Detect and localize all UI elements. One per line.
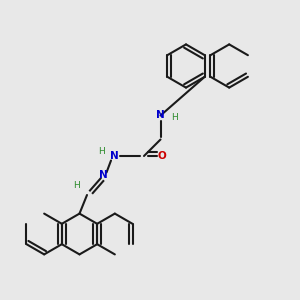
Text: O: O — [158, 151, 166, 161]
Text: N: N — [156, 110, 165, 121]
Text: H: H — [98, 147, 105, 156]
Text: N: N — [110, 151, 118, 161]
Text: H: H — [73, 182, 80, 190]
Text: N: N — [99, 170, 108, 181]
Text: H: H — [171, 112, 177, 122]
